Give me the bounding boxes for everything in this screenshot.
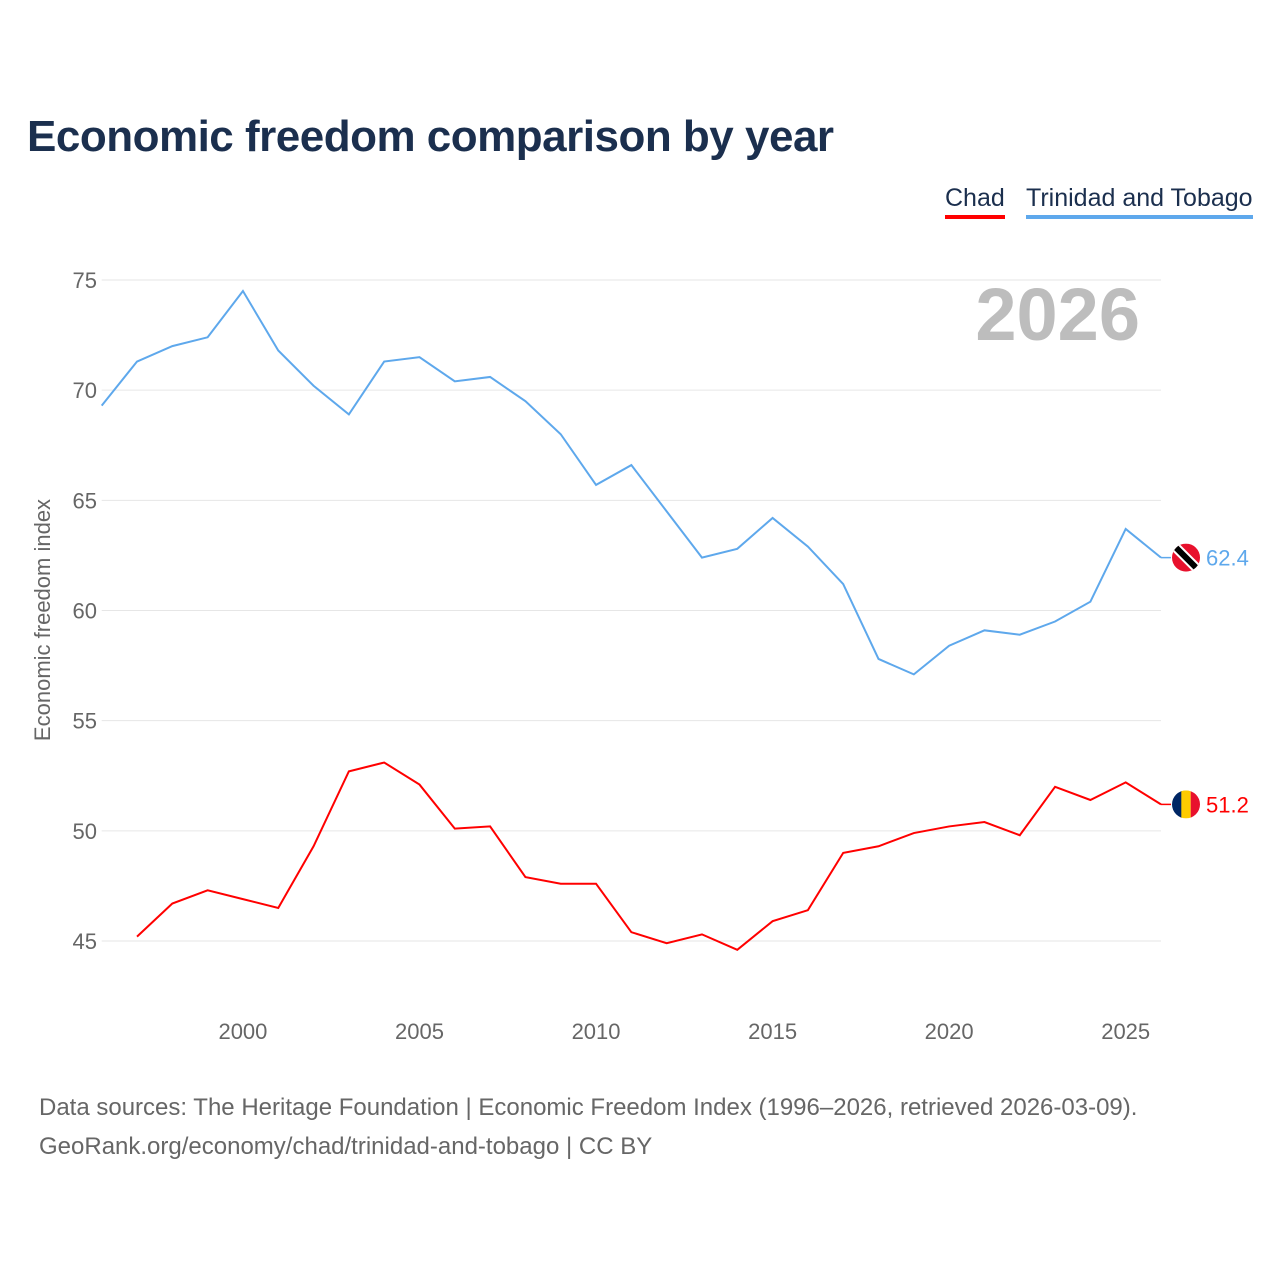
data-point[interactable] [275,348,281,354]
series-line-chad [136,761,1162,951]
data-point[interactable] [1087,797,1093,803]
gridlines [101,279,1161,942]
data-point[interactable] [1123,526,1129,532]
data-point[interactable] [487,823,493,829]
data-point[interactable] [240,288,246,294]
x-tick-label: 2025 [1101,1019,1150,1044]
y-axis-label: Economic freedom index [30,499,55,741]
x-axis-ticks: 2000 2005 2010 2015 2020 2025 [218,1019,1150,1044]
data-point[interactable] [275,905,281,911]
data-point[interactable] [593,881,599,887]
data-point[interactable] [593,482,599,488]
data-point[interactable] [522,874,528,880]
data-point[interactable] [1017,632,1023,638]
data-point[interactable] [381,359,387,365]
data-point[interactable] [911,830,917,836]
y-tick-label: 55 [73,709,97,734]
data-point[interactable] [381,760,387,766]
data-point[interactable] [805,544,811,550]
data-point[interactable] [1052,619,1058,625]
data-point[interactable] [205,334,211,340]
data-point[interactable] [1123,779,1129,785]
y-tick-label: 65 [73,488,97,513]
data-point[interactable] [876,656,882,662]
data-point[interactable] [99,403,105,409]
data-point[interactable] [522,398,528,404]
data-point[interactable] [699,555,705,561]
data-point[interactable] [311,383,317,389]
y-tick-label: 75 [73,268,97,293]
data-point[interactable] [346,768,352,774]
data-point[interactable] [1017,832,1023,838]
data-point[interactable] [169,343,175,349]
data-point[interactable] [452,826,458,832]
data-point[interactable] [346,411,352,417]
data-point[interactable] [1087,599,1093,605]
data-point[interactable] [734,546,740,552]
data-point[interactable] [134,359,140,365]
data-point[interactable] [134,934,140,940]
data-point[interactable] [805,907,811,913]
end-value-label: 62.4 [1206,546,1249,571]
data-point[interactable] [664,940,670,946]
source-note: Data sources: The Heritage Foundation | … [39,1088,1137,1166]
y-tick-label: 45 [73,929,97,954]
legend-item-chad[interactable]: Chad [945,184,1005,219]
x-tick-label: 2000 [218,1019,267,1044]
data-point[interactable] [487,374,493,380]
data-point[interactable] [628,462,634,468]
data-point[interactable] [840,850,846,856]
source-line-2[interactable]: GeoRank.org/economy/chad/trinidad-and-to… [39,1133,653,1160]
data-point[interactable] [169,901,175,907]
data-point[interactable] [664,508,670,514]
data-point[interactable] [876,843,882,849]
x-tick-label: 2015 [748,1019,797,1044]
y-tick-label: 50 [73,819,97,844]
y-tick-label: 60 [73,599,97,624]
data-point[interactable] [205,887,211,893]
data-point[interactable] [240,896,246,902]
data-point[interactable] [416,782,422,788]
series-line-trinidad-and-tobago [100,289,1162,676]
data-point[interactable] [452,378,458,384]
y-tick-label: 70 [73,378,97,403]
chart-title: Economic freedom comparison by year [27,112,834,161]
x-tick-label: 2020 [925,1019,974,1044]
x-tick-label: 2010 [572,1019,621,1044]
data-point[interactable] [770,515,776,521]
data-point[interactable] [946,823,952,829]
x-tick-label: 2005 [395,1019,444,1044]
data-point[interactable] [558,431,564,437]
data-point[interactable] [1052,784,1058,790]
data-point[interactable] [770,918,776,924]
chad-flag-icon [1172,790,1200,819]
legend-item-trinidad-and-tobago[interactable]: Trinidad and Tobago [1026,184,1253,219]
data-point[interactable] [911,671,917,677]
source-line-1: Data sources: The Heritage Foundation | … [39,1094,1138,1121]
year-watermark: 2026 [975,273,1140,356]
data-point[interactable] [416,354,422,360]
series-lines: 51.2 62.4 [99,288,1249,953]
data-point[interactable] [311,843,317,849]
end-value-label: 51.2 [1206,792,1249,817]
data-point[interactable] [628,929,634,935]
y-axis-ticks: 45 50 55 60 65 70 75 [73,268,97,954]
data-point[interactable] [558,881,564,887]
data-point[interactable] [946,643,952,649]
data-point[interactable] [981,627,987,633]
data-point[interactable] [840,581,846,587]
data-point[interactable] [734,947,740,953]
trinidad-and-tobago-flag-icon [1172,543,1200,572]
data-point[interactable] [699,931,705,937]
data-point[interactable] [981,819,987,825]
